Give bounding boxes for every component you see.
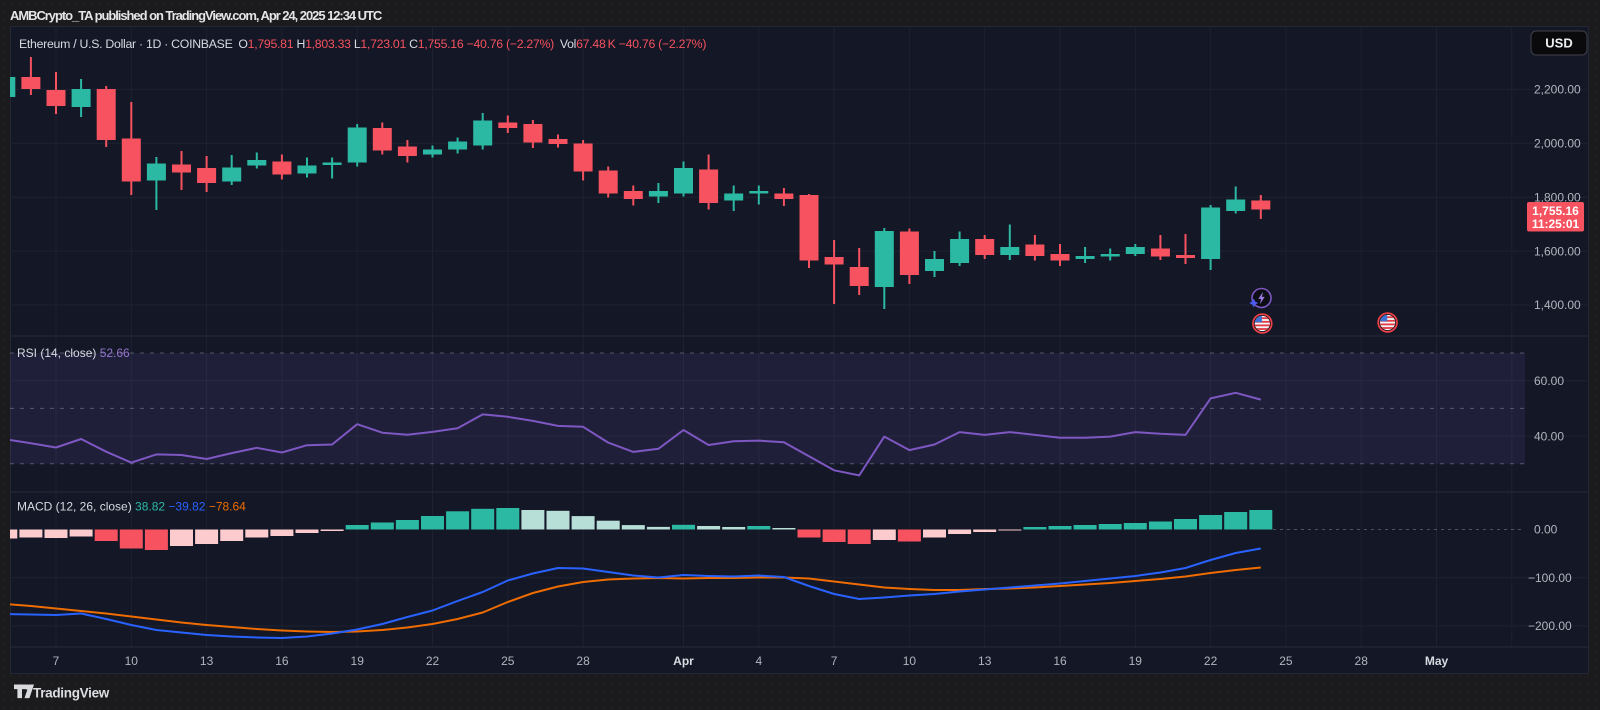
svg-text:22: 22 bbox=[426, 654, 440, 668]
svg-text:−100.00: −100.00 bbox=[1528, 571, 1572, 585]
svg-text:7: 7 bbox=[53, 654, 60, 668]
svg-text:22: 22 bbox=[1204, 654, 1218, 668]
svg-text:40.00: 40.00 bbox=[1534, 429, 1564, 443]
svg-text:MACD (12, 26, close) 38.82 −39: MACD (12, 26, close) 38.82 −39.82 −78.64 bbox=[17, 500, 246, 514]
svg-text:1,400.00: 1,400.00 bbox=[1534, 298, 1581, 312]
svg-text:16: 16 bbox=[1053, 654, 1067, 668]
svg-text:1,600.00: 1,600.00 bbox=[1534, 244, 1581, 258]
svg-text:19: 19 bbox=[351, 654, 365, 668]
svg-text:0.00: 0.00 bbox=[1534, 523, 1558, 537]
svg-text:1,800.00: 1,800.00 bbox=[1534, 190, 1581, 204]
svg-text:28: 28 bbox=[1355, 654, 1369, 668]
svg-text:Ethereum / U.S. Dollar · 1D ·: Ethereum / U.S. Dollar · 1D · COINBASE O… bbox=[19, 37, 706, 51]
svg-text:16: 16 bbox=[275, 654, 289, 668]
svg-text:TradingView: TradingView bbox=[33, 686, 110, 701]
svg-text:1,755.16: 1,755.16 bbox=[1532, 204, 1579, 218]
svg-text:4: 4 bbox=[755, 654, 762, 668]
svg-text:60.00: 60.00 bbox=[1534, 374, 1564, 388]
svg-text:25: 25 bbox=[501, 654, 515, 668]
svg-text:19: 19 bbox=[1129, 654, 1143, 668]
svg-text:25: 25 bbox=[1279, 654, 1293, 668]
svg-text:11:25:01: 11:25:01 bbox=[1532, 217, 1580, 231]
svg-text:2,000.00: 2,000.00 bbox=[1534, 137, 1581, 151]
svg-text:7: 7 bbox=[831, 654, 838, 668]
svg-text:13: 13 bbox=[200, 654, 214, 668]
svg-text:AMBCrypto_TA published on Trad: AMBCrypto_TA published on TradingView.co… bbox=[10, 8, 383, 23]
svg-text:USD: USD bbox=[1545, 35, 1572, 50]
svg-text:Apr: Apr bbox=[673, 654, 694, 668]
svg-text:May: May bbox=[1425, 654, 1449, 668]
svg-text:10: 10 bbox=[903, 654, 917, 668]
svg-text:2,200.00: 2,200.00 bbox=[1534, 83, 1581, 97]
svg-text:10: 10 bbox=[125, 654, 139, 668]
svg-text:RSI (14, close) 52.66: RSI (14, close) 52.66 bbox=[17, 346, 130, 360]
svg-text:28: 28 bbox=[576, 654, 590, 668]
svg-text:−200.00: −200.00 bbox=[1528, 619, 1572, 633]
svg-text:13: 13 bbox=[978, 654, 992, 668]
